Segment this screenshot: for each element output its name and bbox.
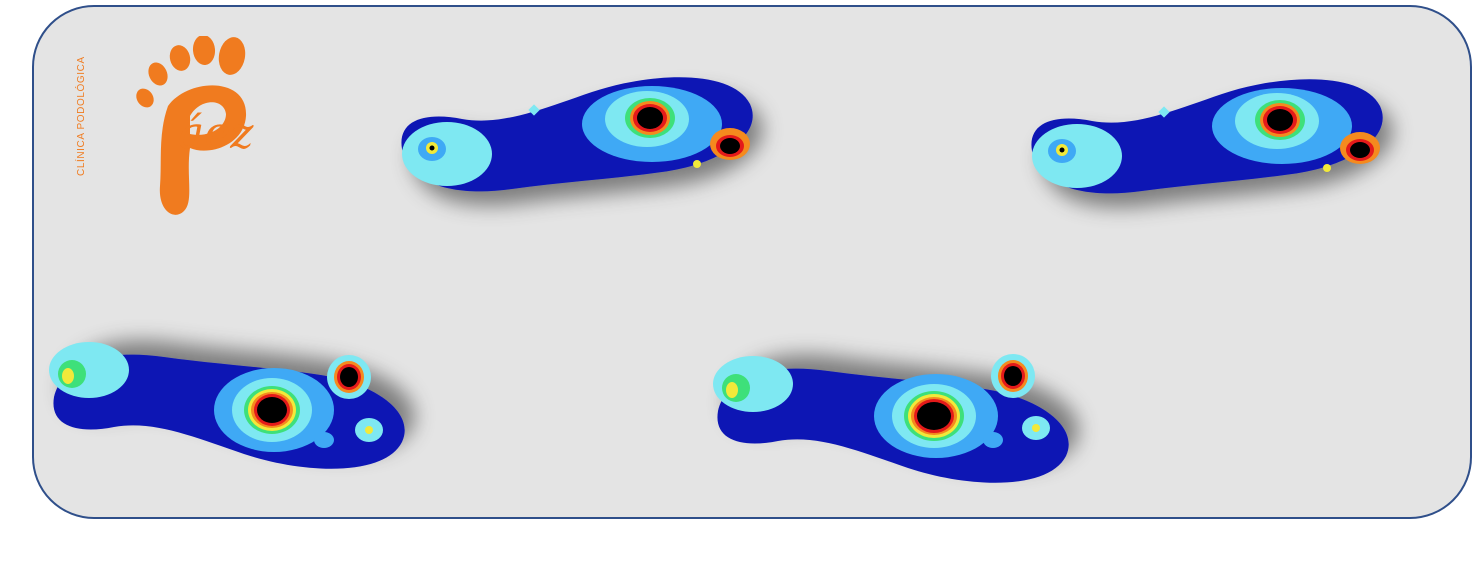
footprint-pressure-map-1 [401,77,753,192]
logo-vertical-text: CLÍNICA PODOLÓGICA [76,56,87,176]
footprint-pressure-map-3 [49,342,405,469]
footprint-pressure-map-4 [713,354,1069,483]
foot-logo-icon [136,36,247,215]
logo-script-text: áez [178,108,254,159]
footprint-pressure-map-2 [1031,79,1383,194]
